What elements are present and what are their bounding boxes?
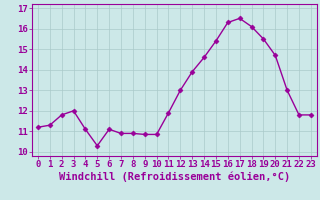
X-axis label: Windchill (Refroidissement éolien,°C): Windchill (Refroidissement éolien,°C) [59,172,290,182]
